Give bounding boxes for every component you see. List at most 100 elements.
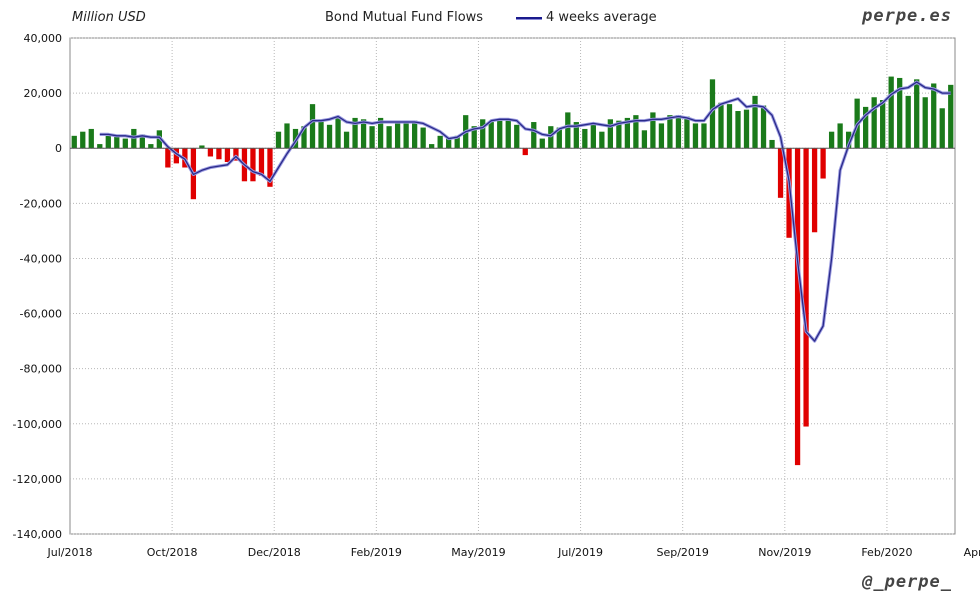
flow-bar bbox=[420, 127, 426, 149]
flow-bar bbox=[675, 115, 682, 149]
legend-line-swatch bbox=[516, 16, 542, 19]
flow-bar bbox=[701, 123, 707, 149]
flow-bar bbox=[871, 97, 877, 149]
flow-bar bbox=[803, 148, 809, 427]
flow-bar bbox=[828, 131, 835, 149]
x-tick-label: Jul/2019 bbox=[557, 546, 603, 559]
flow-bar bbox=[267, 148, 273, 187]
flow-bar bbox=[573, 122, 579, 149]
flow-bar bbox=[837, 123, 843, 149]
y-unit-label: Million USD bbox=[72, 10, 146, 25]
flow-bar bbox=[522, 148, 528, 156]
flow-bar bbox=[863, 106, 869, 149]
flow-bar bbox=[326, 124, 333, 149]
flow-bar bbox=[301, 126, 307, 149]
flow-bar bbox=[250, 148, 256, 182]
flow-bar bbox=[726, 104, 733, 149]
flow-bar bbox=[922, 97, 928, 149]
flow-bar bbox=[360, 119, 367, 149]
axis-layer: 40,000 20,000 0 -20,000 -40,000 -60,000 -80,00… bbox=[13, 32, 980, 559]
legend: 4 weeks average bbox=[516, 10, 657, 25]
flow-bar bbox=[905, 95, 911, 149]
chart-title: Bond Mutual Fund Flows bbox=[325, 10, 484, 25]
flow-bar bbox=[599, 131, 605, 149]
flow-bar bbox=[139, 134, 145, 149]
bars-layer bbox=[71, 76, 954, 466]
flow-bar bbox=[386, 126, 392, 149]
flow-bar bbox=[769, 139, 775, 149]
flow-bar bbox=[488, 122, 494, 149]
y-tick-label: 0 bbox=[55, 142, 62, 155]
x-tick-label: Feb/2019 bbox=[351, 546, 402, 559]
y-tick-label: -40,000 bbox=[20, 252, 62, 265]
flow-bar bbox=[752, 95, 758, 149]
flow-bar bbox=[446, 137, 452, 149]
legend-label: 4 weeks average bbox=[546, 10, 657, 25]
flow-bar bbox=[335, 116, 341, 149]
y-tick-label: -120,000 bbox=[13, 473, 62, 486]
flow-bar bbox=[403, 120, 409, 149]
flow-bar bbox=[454, 135, 460, 149]
flow-bar bbox=[641, 130, 648, 149]
flow-bar bbox=[71, 135, 77, 149]
flow-bar bbox=[939, 108, 945, 149]
flow-bar bbox=[437, 135, 443, 149]
flow-bar bbox=[80, 131, 86, 149]
flow-bar bbox=[369, 126, 375, 149]
flow-bar bbox=[258, 148, 265, 176]
x-tick-label: Jul/2018 bbox=[47, 546, 93, 559]
flow-bar bbox=[173, 148, 180, 164]
flow-bar bbox=[275, 131, 282, 149]
flow-bar bbox=[471, 126, 477, 149]
y-tick-label: 40,000 bbox=[24, 32, 63, 45]
flow-bar bbox=[794, 148, 801, 466]
flow-bar bbox=[497, 120, 503, 149]
flow-bar bbox=[505, 119, 511, 149]
flow-bar bbox=[88, 128, 94, 149]
flow-bar bbox=[692, 123, 699, 149]
flow-bar bbox=[343, 131, 350, 149]
flow-bar bbox=[897, 77, 903, 149]
flow-bar bbox=[880, 100, 886, 149]
flow-bar bbox=[284, 123, 290, 149]
flow-bar bbox=[539, 138, 545, 149]
flow-bar bbox=[633, 115, 639, 149]
y-tick-label: -20,000 bbox=[20, 197, 62, 210]
flow-bar bbox=[531, 122, 537, 149]
flow-bar bbox=[224, 148, 231, 162]
grid-layer bbox=[69, 37, 956, 535]
average-line-halo bbox=[99, 80, 951, 343]
flow-bar bbox=[914, 79, 920, 149]
y-tick-label: -60,000 bbox=[20, 308, 62, 321]
flow-bar bbox=[309, 104, 316, 149]
y-tick-label: -100,000 bbox=[13, 418, 62, 431]
flow-bar bbox=[122, 138, 128, 149]
average-line-layer bbox=[99, 80, 951, 343]
plot-frame bbox=[69, 37, 956, 535]
flow-bar bbox=[684, 116, 690, 149]
flow-bar bbox=[735, 111, 741, 149]
flow-bar bbox=[429, 144, 435, 149]
x-tick-label: Dec/2018 bbox=[248, 546, 301, 559]
flow-bar bbox=[624, 117, 631, 149]
flow-bar bbox=[845, 131, 852, 149]
x-tick-label: Apr/2020 bbox=[964, 546, 980, 559]
flow-bar bbox=[480, 119, 486, 149]
author-handle: @_perpe_ bbox=[862, 572, 952, 592]
flow-bar bbox=[352, 117, 358, 149]
flow-bar bbox=[820, 148, 826, 179]
flow-bar bbox=[97, 144, 103, 149]
flow-bar bbox=[565, 112, 571, 149]
flow-bar bbox=[556, 127, 562, 149]
flow-bar bbox=[514, 124, 520, 149]
x-tick-label: Oct/2018 bbox=[147, 546, 198, 559]
flow-bar bbox=[105, 134, 111, 149]
x-tick-label: May/2019 bbox=[451, 546, 505, 559]
x-tick-label: Feb/2020 bbox=[861, 546, 912, 559]
flow-bar bbox=[394, 122, 401, 149]
flow-bar bbox=[777, 148, 784, 198]
flow-bar bbox=[760, 105, 767, 149]
flow-bar bbox=[718, 102, 724, 149]
flow-bar bbox=[743, 109, 750, 149]
